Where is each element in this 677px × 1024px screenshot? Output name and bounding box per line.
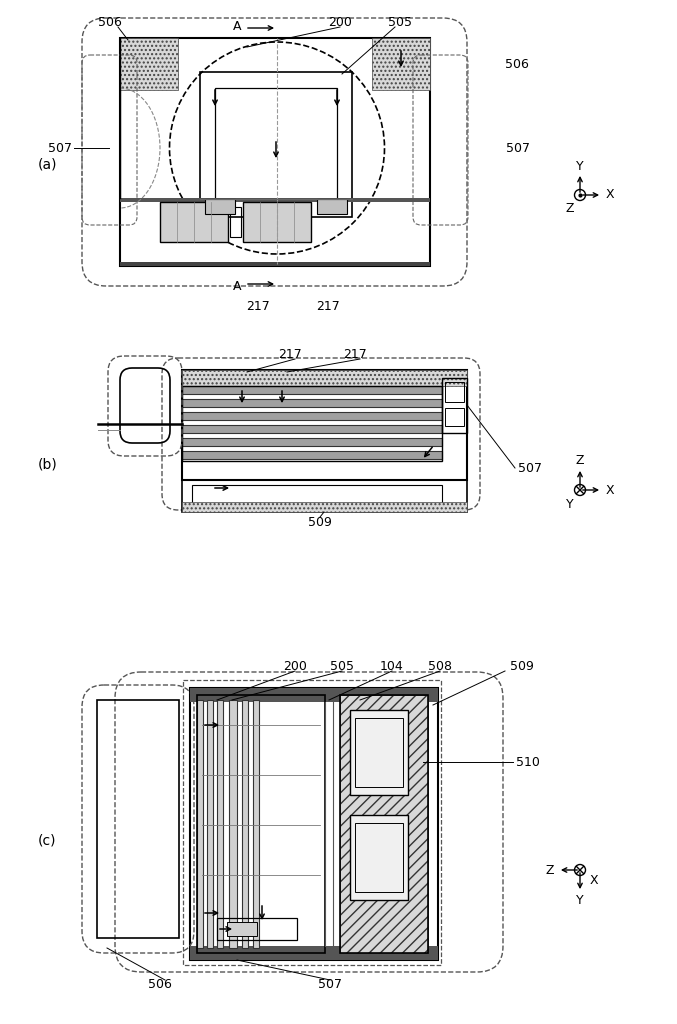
Text: X: X: [590, 873, 598, 887]
Text: X: X: [606, 188, 614, 202]
Bar: [317, 199, 347, 214]
Text: 506: 506: [98, 15, 122, 29]
Bar: [182, 386, 442, 461]
Text: 217: 217: [343, 347, 367, 360]
Bar: [182, 480, 467, 512]
Bar: [183, 680, 441, 965]
Text: X: X: [606, 483, 614, 497]
Bar: [120, 198, 430, 202]
Text: 507: 507: [518, 462, 542, 474]
Bar: [120, 262, 430, 266]
Text: 505: 505: [388, 15, 412, 29]
Text: 507: 507: [506, 141, 530, 155]
Bar: [97, 700, 179, 938]
Text: 509: 509: [510, 659, 534, 673]
Bar: [190, 946, 438, 961]
Bar: [215, 88, 337, 200]
Bar: [230, 207, 241, 237]
Bar: [182, 399, 442, 407]
Bar: [207, 700, 213, 948]
Text: Y: Y: [576, 894, 584, 906]
Bar: [445, 408, 464, 426]
Bar: [445, 382, 464, 402]
Bar: [340, 695, 428, 953]
Bar: [355, 823, 403, 892]
Bar: [355, 718, 403, 787]
Bar: [217, 918, 297, 940]
Bar: [192, 485, 442, 505]
Text: 217: 217: [316, 299, 340, 312]
Bar: [205, 199, 235, 214]
Text: 217: 217: [246, 299, 270, 312]
Text: 217: 217: [278, 347, 302, 360]
Bar: [182, 425, 442, 433]
Bar: [182, 370, 467, 480]
Bar: [253, 700, 259, 948]
Bar: [229, 700, 237, 948]
Text: (c): (c): [38, 833, 56, 847]
Bar: [372, 38, 430, 90]
Text: Z: Z: [566, 203, 574, 215]
Bar: [182, 451, 442, 459]
Bar: [197, 700, 203, 948]
Bar: [442, 378, 467, 433]
Text: 104: 104: [380, 659, 404, 673]
Bar: [200, 72, 352, 217]
Bar: [160, 202, 228, 242]
Bar: [120, 38, 178, 90]
Bar: [182, 502, 467, 512]
Text: Y: Y: [566, 498, 574, 511]
Bar: [243, 202, 311, 242]
Bar: [190, 688, 438, 702]
Text: 506: 506: [505, 58, 529, 72]
Bar: [182, 386, 442, 394]
Text: 200: 200: [283, 659, 307, 673]
Bar: [120, 38, 430, 266]
Bar: [340, 695, 428, 953]
Text: (b): (b): [38, 458, 58, 472]
Bar: [182, 370, 467, 386]
Bar: [182, 412, 442, 420]
Text: Z: Z: [546, 863, 554, 877]
Text: A: A: [233, 280, 241, 293]
Text: 509: 509: [308, 515, 332, 528]
Text: Y: Y: [576, 160, 584, 172]
Bar: [217, 700, 223, 948]
Text: 510: 510: [516, 756, 540, 768]
Bar: [197, 695, 325, 953]
Text: 200: 200: [328, 15, 352, 29]
Bar: [190, 688, 438, 961]
Text: 507: 507: [48, 141, 72, 155]
Bar: [350, 815, 408, 900]
Text: (a): (a): [38, 158, 58, 172]
Bar: [227, 922, 257, 936]
Text: Z: Z: [575, 455, 584, 468]
Text: 508: 508: [428, 659, 452, 673]
Bar: [182, 438, 442, 446]
Bar: [242, 700, 248, 948]
Text: 507: 507: [318, 979, 342, 991]
Text: 506: 506: [148, 979, 172, 991]
Text: 505: 505: [330, 659, 354, 673]
Text: A: A: [233, 19, 241, 33]
Bar: [350, 710, 408, 795]
